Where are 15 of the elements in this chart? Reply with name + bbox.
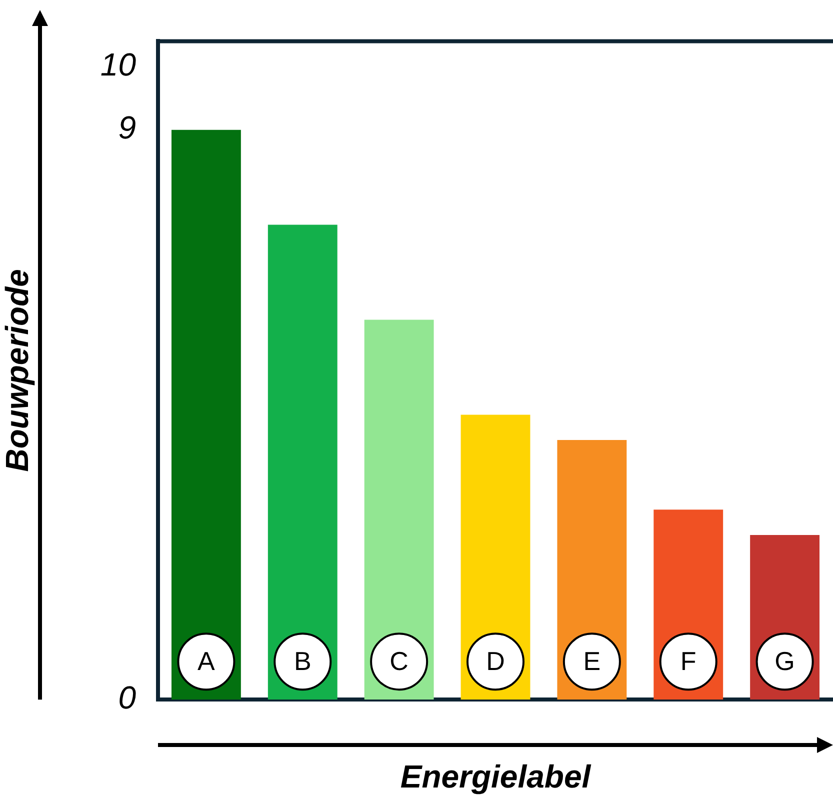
x-tick-label: C xyxy=(390,646,408,676)
bar xyxy=(171,130,241,700)
x-tick-label: D xyxy=(486,646,505,676)
x-tick-label: G xyxy=(774,646,795,676)
y-tick-label: 0 xyxy=(118,680,136,716)
bar xyxy=(268,224,338,700)
y-tick-label: 10 xyxy=(100,46,136,82)
x-tick-label: F xyxy=(680,646,696,676)
x-tick-label: E xyxy=(583,646,601,676)
bar xyxy=(364,320,434,700)
y-tick-label: 9 xyxy=(118,110,136,146)
x-tick-label: B xyxy=(294,646,312,676)
y-axis-title: Bouwperiode xyxy=(0,269,36,472)
x-tick-label: A xyxy=(198,646,216,676)
x-axis-title: Energielabel xyxy=(400,758,592,795)
